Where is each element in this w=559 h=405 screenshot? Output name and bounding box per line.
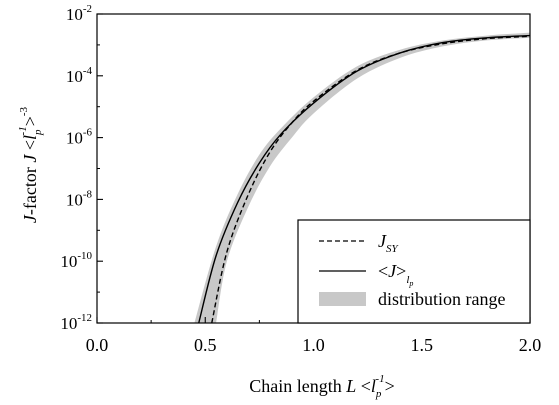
distribution-range-band — [194, 32, 530, 323]
y-axis-label-l: l — [20, 135, 40, 140]
legend-label-mean-j-open: < — [378, 261, 388, 281]
x-tick-label: 0.0 — [86, 335, 109, 355]
y-tick-label: 10-2 — [66, 3, 92, 24]
band-layer — [194, 32, 530, 323]
legend-item-distribution: distribution range — [319, 289, 505, 309]
y-axis-label-sup: -1 — [17, 126, 29, 135]
y-tick-label: 10-10 — [60, 250, 92, 271]
legend-item-mean-j: <J>lp — [319, 261, 413, 288]
y-tick-label: 10-8 — [66, 188, 93, 209]
legend-label-mean-j-sub: l — [406, 274, 409, 286]
y-axis-label-sup2: -3 — [18, 106, 30, 116]
legend-label-mean-j-main: J — [388, 261, 397, 281]
x-axis-label-sup: -1 — [375, 373, 384, 385]
mean-j-solid-line — [198, 34, 530, 323]
legend: JSY <J>lp distribution range — [297, 219, 531, 324]
x-axis-label: Chain length L <lp -1> — [249, 373, 395, 400]
x-axis-label-text: Chain length — [249, 376, 346, 396]
x-axis-label-open: < — [356, 376, 371, 396]
x-axis-label-var: L — [345, 376, 356, 396]
x-axis-label-sub: p — [375, 388, 382, 400]
y-axis-ticks: 10-12 10-10 10-8 10-6 10-4 10-2 — [60, 3, 103, 333]
legend-label-mean-j-subsub: p — [408, 279, 413, 288]
legend-label-jsy-sub: SY — [386, 243, 400, 255]
legend-item-jsy: JSY — [319, 231, 400, 255]
y-axis-label-text: -factor — [20, 163, 40, 215]
legend-label-distribution: distribution range — [378, 289, 505, 309]
y-axis-label-sub: p — [32, 129, 44, 136]
x-tick-label: 2.0 — [519, 335, 542, 355]
x-tick-label: 1.5 — [411, 335, 434, 355]
y-axis-label-pre: J — [20, 214, 40, 223]
x-axis-label-l: l — [371, 376, 376, 396]
x-tick-label: 0.5 — [194, 335, 217, 355]
legend-swatch-band — [319, 292, 366, 306]
legend-label-jsy: JSY — [378, 231, 400, 255]
x-axis-label-close: > — [385, 376, 395, 396]
y-tick-label: 10-4 — [66, 65, 93, 86]
y-axis-label-open: < — [20, 140, 40, 155]
legend-label-mean-j: <J>lp — [378, 261, 413, 288]
y-tick-label: 10-12 — [60, 312, 92, 333]
legend-label-mean-j-close: > — [396, 261, 406, 281]
y-axis-label: J-factor J <lp-1>-3 — [17, 106, 44, 223]
x-axis-ticks: 0.0 0.5 1.0 1.5 2.0 — [86, 317, 542, 355]
line-layer — [198, 34, 530, 323]
x-tick-label: 1.0 — [302, 335, 325, 355]
y-tick-label: 10-6 — [66, 127, 93, 148]
y-axis-label-var: J — [20, 154, 40, 163]
legend-label-jsy-main: J — [378, 231, 387, 251]
jsy-dashed-line — [211, 35, 530, 323]
y-axis-label-close: > — [20, 116, 40, 126]
